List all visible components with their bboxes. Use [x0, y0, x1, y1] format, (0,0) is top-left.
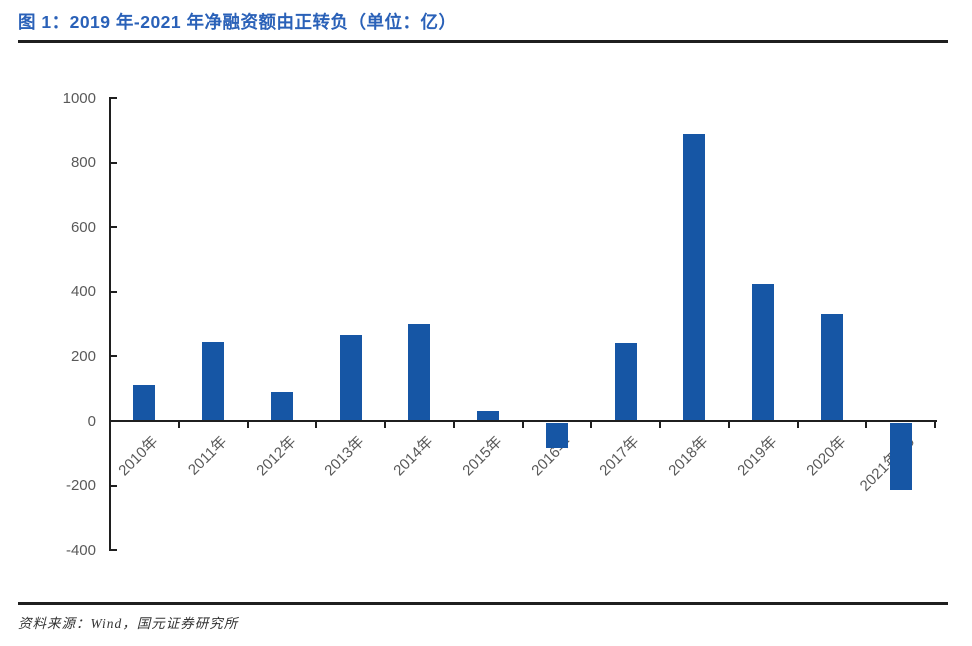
x-axis-tick	[452, 421, 455, 428]
y-axis-tick	[110, 290, 117, 293]
title-divider	[18, 40, 948, 43]
bar-2018年	[683, 133, 706, 421]
bar-2019年	[752, 283, 775, 421]
x-axis-tick	[521, 421, 524, 428]
y-axis-label: -200	[65, 477, 96, 495]
source-note: 资料来源：Wind，国元证券研究所	[18, 616, 239, 631]
x-axis-tick	[934, 421, 936, 428]
x-axis-label: 2010年	[115, 433, 162, 480]
bar-2014年	[408, 324, 431, 421]
bar-2017年	[614, 343, 637, 421]
x-axis-tick	[659, 421, 661, 428]
x-axis-label: 2018年	[665, 433, 712, 480]
bar-2012年	[270, 391, 293, 421]
x-axis-tick	[384, 421, 386, 428]
y-axis-label: 1000	[62, 89, 96, 107]
y-axis-line	[109, 97, 111, 551]
footer-divider	[18, 602, 948, 605]
y-axis-tick	[110, 226, 117, 229]
x-axis-label: 2017年	[596, 433, 643, 480]
x-axis-label: 2014年	[390, 433, 437, 480]
bar-2021年1-9	[889, 423, 912, 491]
y-axis-tick	[110, 97, 117, 99]
x-axis-label: 2020年	[802, 433, 850, 480]
y-axis-label: 200	[70, 347, 96, 365]
x-axis-label: 2013年	[321, 433, 368, 480]
y-axis-tick	[110, 355, 117, 358]
y-axis-label: 800	[70, 154, 96, 172]
x-axis-label: 2015年	[459, 433, 506, 480]
x-axis-tick	[865, 421, 868, 428]
x-axis-label: 2011年	[184, 433, 231, 479]
figure-title: 图 1：2019 年-2021 年净融资额由正转负（单位：亿）	[18, 12, 457, 32]
y-axis-label: 600	[70, 218, 96, 236]
x-axis-tick	[727, 421, 730, 428]
bar-2010年	[133, 385, 156, 421]
bar-2016年	[545, 423, 568, 449]
x-axis-tick	[796, 421, 799, 428]
bar-2011年	[202, 341, 225, 421]
y-axis-label: 400	[70, 283, 96, 301]
y-axis-tick	[110, 161, 117, 164]
x-axis-tick	[590, 421, 593, 428]
x-axis-tick	[177, 421, 180, 428]
bar-2020年	[820, 314, 843, 421]
x-axis-label: 2019年	[734, 433, 781, 480]
x-axis-tick	[315, 421, 318, 428]
bar-2013年	[339, 335, 362, 421]
x-axis-tick	[246, 421, 249, 428]
y-axis-label: 0	[87, 412, 96, 430]
x-axis-tick	[109, 421, 111, 428]
x-axis-label: 2012年	[252, 433, 300, 480]
y-axis-tick	[110, 484, 117, 487]
y-axis-label: -400	[65, 541, 96, 559]
bar-2015年	[477, 411, 500, 421]
y-axis-tick	[110, 549, 117, 552]
